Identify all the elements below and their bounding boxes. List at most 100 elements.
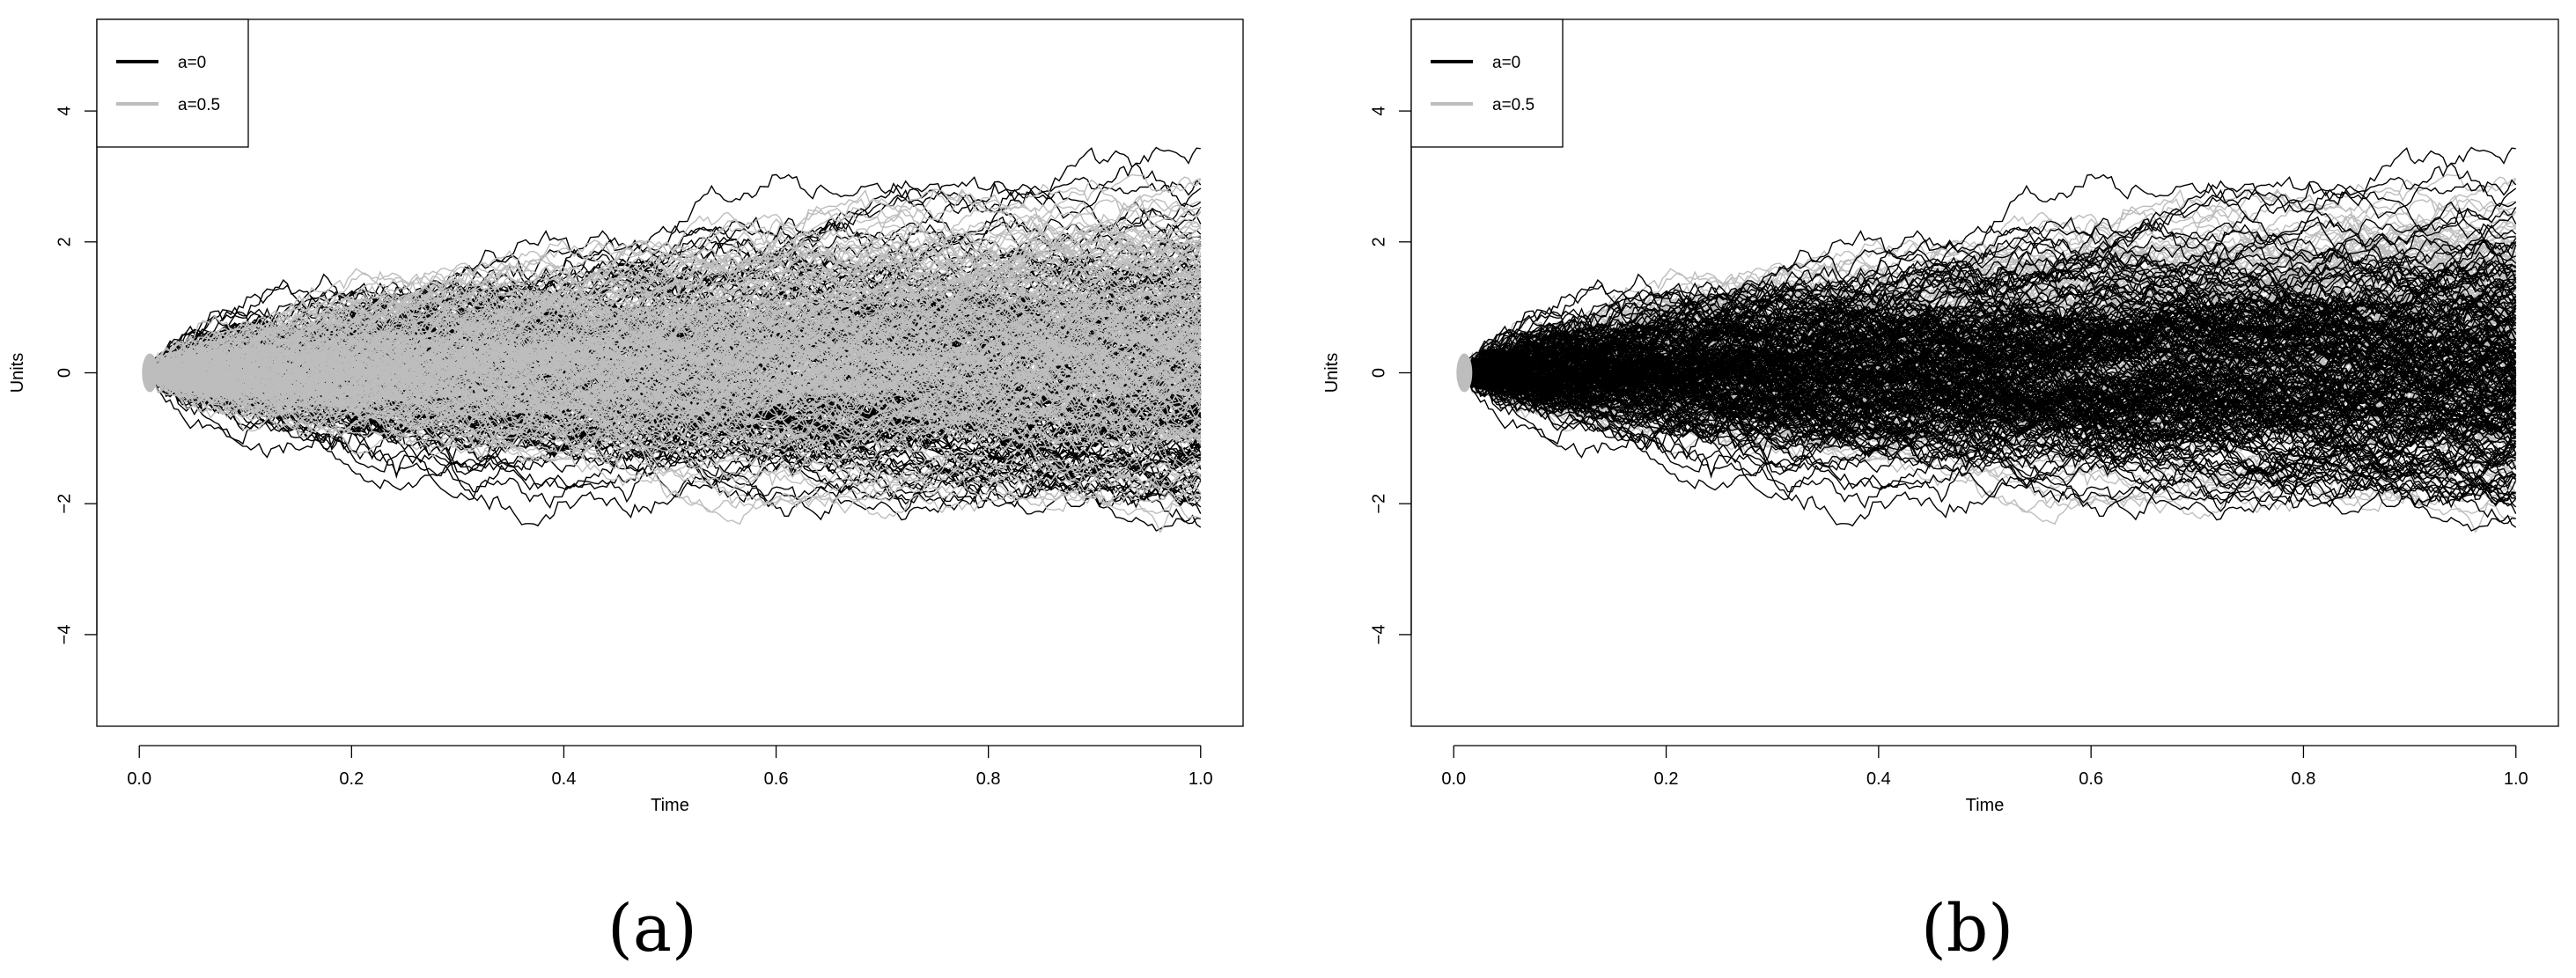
- x-tick-label: 1.0: [2504, 769, 2528, 789]
- sample-path: [1464, 349, 2516, 527]
- sample-path: [149, 303, 1202, 390]
- sample-path: [149, 215, 1202, 388]
- series-paths: [142, 146, 1202, 534]
- sample-path: [149, 320, 1202, 391]
- sample-path: [1463, 315, 2516, 469]
- sample-path: [1463, 216, 2516, 373]
- sample-path: [150, 364, 1201, 431]
- sample-path: [149, 173, 1202, 373]
- sample-path: [149, 335, 1201, 415]
- sample-path: [1463, 201, 2517, 382]
- sample-path: [149, 349, 1202, 467]
- sample-path: [1464, 196, 2517, 374]
- y-axis: −4 −2 0 2 4: [55, 107, 98, 645]
- sample-path: [1464, 285, 2517, 393]
- y-tick-label: 2: [1369, 237, 1388, 246]
- x-tick-label: 0.8: [976, 769, 1001, 789]
- x-tick-label: 0.6: [2079, 769, 2103, 789]
- sample-path: [1463, 270, 2517, 402]
- sample-path: [1464, 239, 2516, 386]
- y-tick-label: −4: [55, 625, 74, 645]
- sample-path: [149, 311, 1202, 379]
- y-tick-label: −2: [55, 494, 74, 514]
- x-tick-label: 0.6: [764, 769, 789, 789]
- sample-path: [149, 254, 1201, 395]
- legend-box: [96, 18, 249, 148]
- sample-path: [149, 276, 1201, 386]
- sample-path: [1464, 233, 2517, 374]
- sample-path: [149, 365, 1202, 467]
- sample-path: [1463, 300, 2516, 395]
- panel-a: 0.0 0.2 0.4 0.6 0.8 1.0Time−4−2024Unitsa=0a=0…: [8, 18, 1244, 815]
- sample-path: [150, 262, 1201, 377]
- x-tick-label: 0.2: [339, 769, 364, 789]
- y-tick-label: −4: [1369, 625, 1388, 645]
- sample-path: [149, 314, 1202, 403]
- sample-path: [1463, 146, 2516, 379]
- y-tick-label: 4: [1369, 107, 1388, 116]
- sample-path: [149, 250, 1202, 390]
- panel-b: 0.0 0.2 0.4 0.6 0.8 1.0Time−4−2024Unitsa=0a=0…: [1322, 18, 2559, 815]
- sample-path: [1463, 225, 2517, 393]
- legend-label: a=0: [178, 54, 206, 72]
- sample-path: [150, 350, 1202, 425]
- sample-path: [150, 362, 1202, 468]
- panel-label-a: (a): [607, 891, 697, 967]
- y-axis-title: Units: [1322, 353, 1342, 393]
- sample-path: [1463, 364, 2516, 445]
- y-tick-label: 0: [1369, 368, 1388, 378]
- y-tick-label: 2: [55, 237, 74, 246]
- legend: a=0 a=0.5: [96, 18, 249, 148]
- x-tick-label: 0.8: [2292, 769, 2316, 789]
- x-tick-label: 0.0: [127, 769, 151, 789]
- y-tick-label: −2: [1369, 494, 1388, 514]
- sample-path: [1463, 248, 2517, 382]
- sample-path: [150, 356, 1202, 428]
- y-axis: −4 −2 0 2 4: [1369, 107, 1412, 645]
- sample-path: [1463, 361, 2516, 456]
- sample-path: [1463, 308, 2517, 423]
- sample-path: [150, 147, 1202, 375]
- sample-path: [1463, 360, 2516, 467]
- sample-path: [1463, 232, 2516, 393]
- legend-box: [1410, 18, 1564, 148]
- sample-path: [1464, 147, 2517, 375]
- panel-label-b: (b): [1921, 891, 2014, 967]
- x-tick-label: 0.0: [1441, 769, 1466, 789]
- sample-path: [150, 238, 1202, 374]
- sample-path: [1463, 302, 2516, 388]
- origin-cluster: [142, 353, 158, 393]
- sample-path: [149, 364, 1202, 499]
- series-paths: [1456, 146, 2517, 534]
- origin-cluster: [1456, 353, 1473, 393]
- sample-path: [149, 178, 1202, 378]
- legend: a=0 a=0.5: [1410, 18, 1564, 148]
- x-axis: 0.0 0.2 0.4 0.6 0.8 1.0: [1441, 745, 2528, 789]
- x-tick-label: 0.2: [1654, 769, 1679, 789]
- sample-path: [149, 225, 1202, 393]
- x-tick-label: 0.4: [1866, 769, 1891, 789]
- x-tick-label: 0.4: [552, 769, 577, 789]
- sample-path: [1463, 278, 2516, 386]
- sample-path: [1463, 336, 2517, 430]
- x-axis-title: Time: [651, 796, 689, 815]
- sample-path: [150, 173, 1202, 375]
- x-axis-title: Time: [1966, 796, 2005, 815]
- sample-path: [1463, 327, 2517, 438]
- y-axis-title: Units: [8, 353, 27, 393]
- legend-label: a=0.5: [1492, 96, 1535, 114]
- sample-path: [1464, 215, 2517, 413]
- sample-path: [149, 368, 1202, 452]
- sample-path: [1464, 371, 2516, 503]
- sample-path: [150, 239, 1202, 386]
- legend-label: a=0: [1492, 54, 1520, 72]
- x-axis: 0.0 0.2 0.4 0.6 0.8 1.0: [127, 745, 1213, 789]
- sample-path: [149, 322, 1202, 417]
- sample-path: [149, 287, 1201, 484]
- sample-path: [149, 299, 1202, 414]
- sample-path: [1463, 366, 2517, 498]
- sample-path: [149, 202, 1202, 373]
- sample-path: [1463, 347, 2517, 430]
- sample-path: [1464, 173, 2517, 375]
